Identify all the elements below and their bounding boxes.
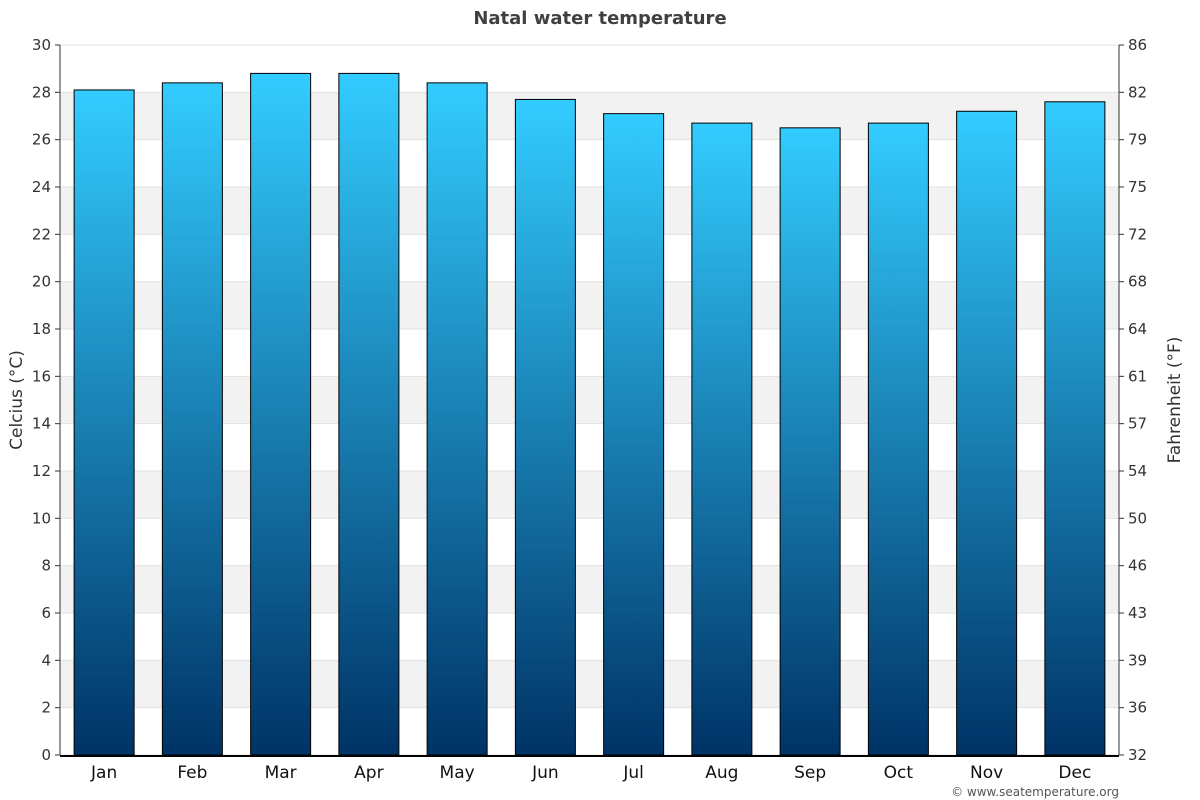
grid-band (60, 471, 1119, 519)
grid-band (60, 281, 1119, 329)
bar-nov (956, 110, 1018, 756)
right-tick-label: 50 (1128, 509, 1147, 527)
right-tick-label: 61 (1128, 367, 1147, 385)
right-axis-label: Fahrenheit (°F) (1165, 337, 1185, 464)
x-tick-label: Dec (1058, 763, 1091, 783)
right-tick-label: 79 (1128, 131, 1147, 149)
bar-jan (73, 89, 135, 756)
bar-aug (691, 122, 753, 756)
x-tick-label: Oct (884, 763, 914, 783)
x-tick-label: Mar (265, 763, 297, 783)
right-tick-label: 46 (1128, 557, 1147, 575)
grid-band (60, 660, 1119, 708)
left-tick-label: 18 (32, 320, 51, 338)
x-tick-label: Jul (622, 763, 644, 783)
grid-bands (60, 92, 1119, 708)
left-tick-label: 8 (41, 557, 51, 575)
right-tick-label: 82 (1128, 83, 1147, 101)
axes (59, 45, 1120, 757)
right-tick-label: 39 (1128, 651, 1147, 669)
bar-jun (514, 98, 576, 756)
right-tick-label: 75 (1128, 178, 1147, 196)
right-tick-label: 72 (1128, 225, 1147, 243)
left-tick-label: 10 (32, 509, 51, 527)
bars (73, 72, 1106, 756)
left-tick-label: 30 (32, 36, 51, 54)
bar-oct (867, 122, 929, 756)
x-tick-label: Aug (705, 763, 738, 783)
left-tick-label: 4 (41, 651, 51, 669)
grid-band (60, 565, 1119, 613)
left-tick-label: 26 (32, 131, 51, 149)
right-tick-label: 32 (1128, 746, 1147, 764)
grid-band (60, 376, 1119, 424)
left-tick-label: 16 (32, 367, 51, 385)
left-tick-label: 24 (32, 178, 51, 196)
grid-band (60, 187, 1119, 235)
right-y-ticks: 32 36 39 43 46 50 54 57 61 64 68 72 75 79 82 86 (1119, 36, 1147, 764)
left-axis-label: Celcius (°C) (7, 350, 27, 450)
right-tick-label: 68 (1128, 273, 1147, 291)
left-tick-label: 22 (32, 225, 51, 243)
left-tick-label: 14 (32, 415, 51, 433)
x-tick-label: Sep (794, 763, 826, 783)
left-tick-label: 12 (32, 462, 51, 480)
bar-apr (338, 72, 400, 756)
right-tick-label: 86 (1128, 36, 1147, 54)
bar-may (426, 82, 488, 756)
left-tick-label: 28 (32, 83, 51, 101)
x-ticks: Jan Feb Mar Apr May Jun Jul Aug Sep Oct Nov Dec (90, 763, 1091, 783)
bar-jul (603, 113, 665, 756)
right-tick-label: 64 (1128, 320, 1147, 338)
x-tick-label: May (440, 763, 475, 783)
left-tick-label: 0 (41, 746, 51, 764)
x-tick-label: Apr (354, 763, 383, 783)
left-tick-label: 6 (41, 604, 51, 622)
x-tick-label: Jun (531, 763, 559, 783)
x-tick-label: Jan (90, 763, 117, 783)
right-tick-label: 57 (1128, 415, 1147, 433)
chart-title: Natal water temperature (473, 8, 726, 29)
left-tick-label: 20 (32, 273, 51, 291)
right-tick-label: 43 (1128, 604, 1147, 622)
credit-text: © www.seatemperature.org (951, 785, 1119, 799)
bar-dec (1044, 101, 1106, 756)
right-tick-label: 36 (1128, 699, 1147, 717)
bar-feb (161, 82, 223, 756)
x-tick-label: Nov (970, 763, 1003, 783)
right-tick-label: 54 (1128, 462, 1147, 480)
grid-band (60, 92, 1119, 140)
left-tick-label: 2 (41, 699, 51, 717)
x-tick-label: Feb (177, 763, 207, 783)
bar-mar (250, 72, 312, 756)
bar-sep (779, 127, 841, 756)
